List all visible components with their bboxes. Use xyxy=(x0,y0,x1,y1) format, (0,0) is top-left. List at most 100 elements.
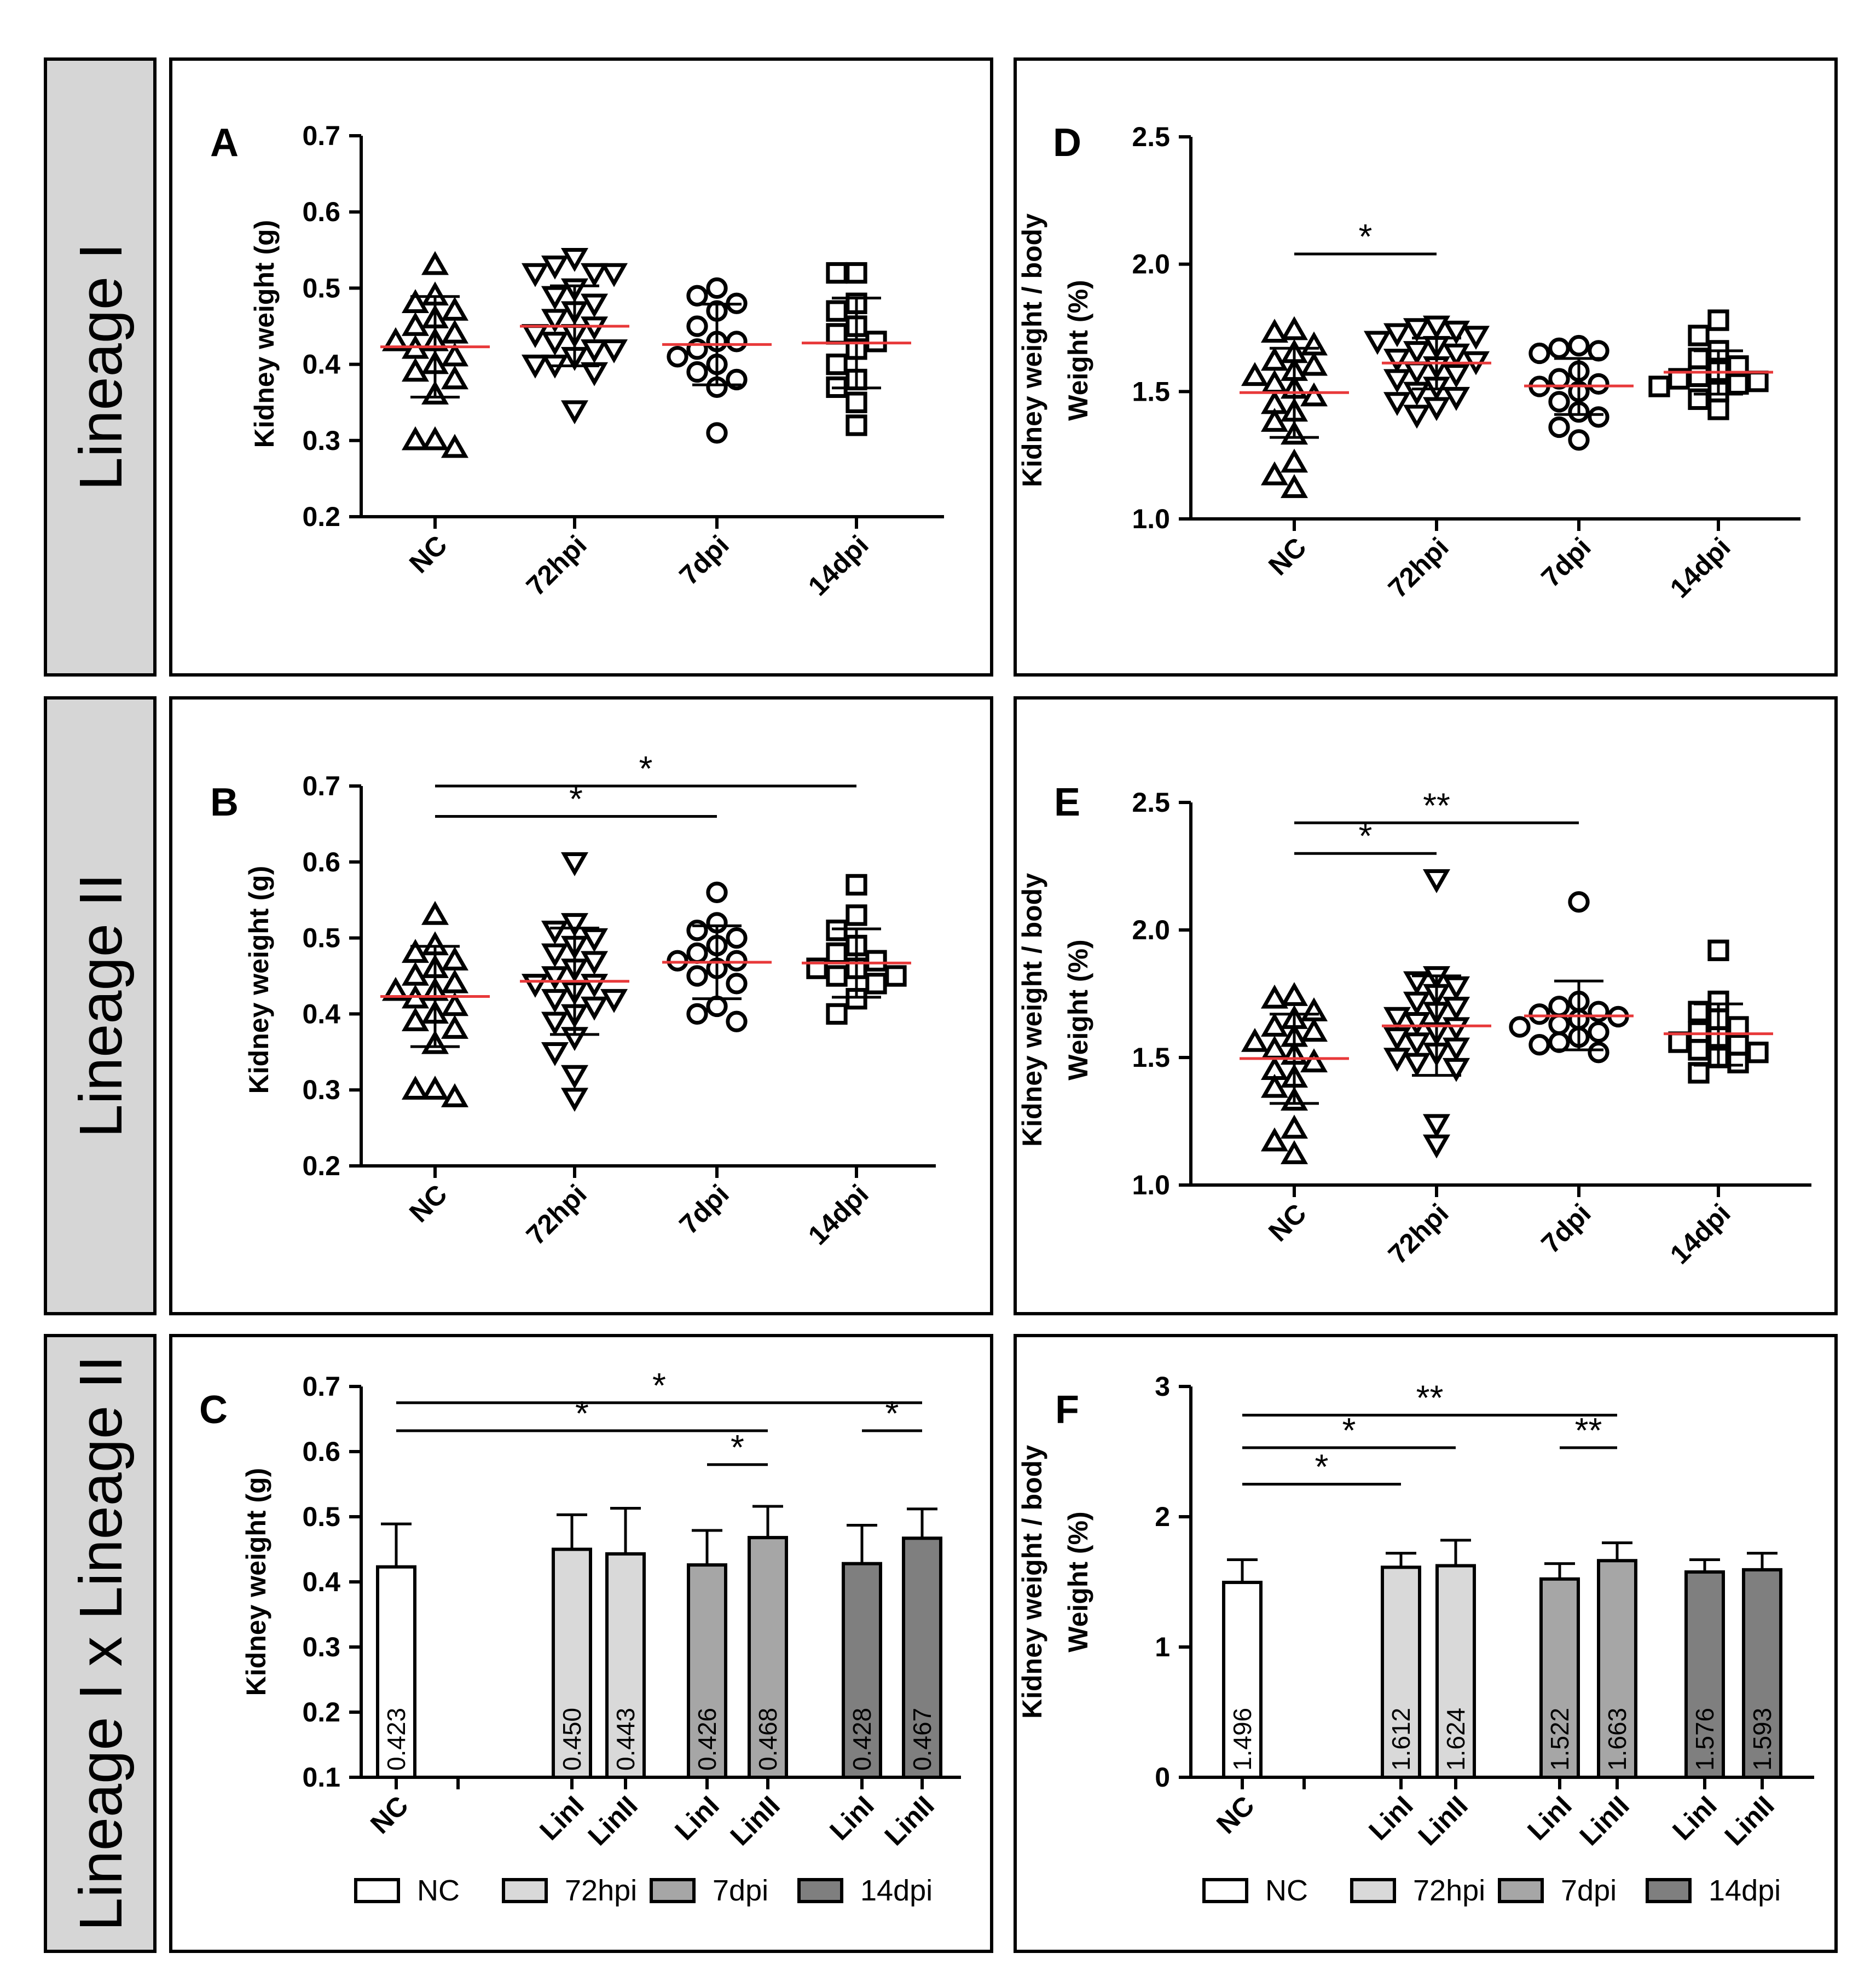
panel-b-point-7dpi xyxy=(706,995,728,1018)
panel-c-bar-14dpi xyxy=(842,1562,882,1779)
panel-c-bar-72hpi xyxy=(605,1552,646,1779)
panel-f-bar-value-label: 1.612 xyxy=(1387,1708,1415,1771)
panel-e-point-14dpi xyxy=(1727,1051,1749,1073)
panel-e-point-7dpi xyxy=(1548,996,1570,1018)
panel-c-legend-label: 7dpi xyxy=(713,1874,768,1907)
panel-d-point-nc xyxy=(1280,448,1308,473)
panel-e-point-14dpi xyxy=(1707,939,1729,961)
panel-c-ytick-label: 0.1 xyxy=(302,1762,340,1793)
panel-e-point-72hpi xyxy=(1442,976,1470,1001)
panel-d-point-72hpi xyxy=(1403,341,1431,365)
panel-d-point-72hpi xyxy=(1422,397,1451,421)
panel-b-xtick-label: 72hpi xyxy=(520,1178,593,1251)
panel-d-ytick-label: 2.5 xyxy=(1132,122,1170,152)
panel-b-point-7dpi xyxy=(667,950,688,972)
panel-e-point-14dpi xyxy=(1688,1062,1710,1084)
panel-e-point-14dpi xyxy=(1688,1001,1710,1022)
panel-b-point-14dpi xyxy=(826,942,848,964)
panel-c-bar-nc xyxy=(376,1565,416,1779)
panel-d-point-72hpi xyxy=(1442,343,1470,368)
panel-e-point-14dpi xyxy=(1727,1034,1749,1056)
panel-f-sig-label: * xyxy=(1342,1411,1356,1450)
panel-a-xtick-label: 14dpi xyxy=(802,529,875,602)
panel-a-point-72hpi xyxy=(580,293,609,318)
panel-f-frame xyxy=(1014,1334,1838,1953)
panel-d-xtick-label: 14dpi xyxy=(1664,531,1736,604)
panel-b-point-nc xyxy=(401,1007,430,1032)
panel-e-point-nc xyxy=(1260,1127,1289,1152)
panel-d-point-72hpi xyxy=(1442,320,1470,345)
panel-e-point-72hpi xyxy=(1403,1012,1431,1036)
panel-f-bar-7dpi xyxy=(1539,1577,1580,1779)
panel-d-point-7dpi xyxy=(1588,406,1609,428)
panel-d-point-14dpi xyxy=(1747,371,1769,392)
panel-b-xtick-label: 14dpi xyxy=(802,1178,875,1251)
panel-c-xtick-label: LinII xyxy=(725,1790,786,1851)
panel-e-point-nc xyxy=(1280,1140,1308,1164)
panel-b-frame xyxy=(169,696,993,1315)
panel-c-bar-value-label: 0.428 xyxy=(848,1708,876,1771)
panel-b-ytick-label: 0.7 xyxy=(302,771,340,801)
panel-d-point-nc xyxy=(1241,362,1269,386)
panel-a-point-14dpi xyxy=(846,414,867,436)
panel-e-point-nc xyxy=(1300,1048,1328,1073)
panel-c-ytick-label: 0.3 xyxy=(302,1632,340,1662)
panel-e-point-72hpi xyxy=(1422,1134,1451,1159)
panel-f-ylabel-2: Weight (%) xyxy=(1063,1511,1093,1652)
panel-e-point-7dpi xyxy=(1588,1021,1609,1043)
panel-c-ytick-label: 0.4 xyxy=(302,1567,340,1597)
panel-f-xtick-label: LinII xyxy=(1719,1790,1780,1851)
panel-c-chart: C Kidney weight (g) 0.1 0.2 0.3 0.4 0.5 0.6 0.7 N… xyxy=(199,1366,961,1907)
panel-a-point-14dpi xyxy=(846,262,867,284)
panel-b-ytick-label: 0.3 xyxy=(302,1074,340,1105)
panel-b-point-nc xyxy=(401,1076,430,1100)
panel-e-point-7dpi xyxy=(1528,1003,1550,1025)
panel-a-point-nc xyxy=(401,426,430,450)
panel-f-sig-label: ** xyxy=(1575,1411,1602,1450)
panel-b-ytick-label: 0.6 xyxy=(302,847,340,877)
panel-d-chart: D Kidney weight / body Weight (%) 1.0 1.5 2.0… xyxy=(1017,121,1800,604)
panel-b-point-14dpi xyxy=(885,965,907,987)
panel-d-point-nc xyxy=(1300,351,1328,376)
panel-a-point-72hpi xyxy=(541,309,569,333)
panel-d-letter: D xyxy=(1053,121,1081,165)
panel-a-point-7dpi xyxy=(667,346,688,368)
panel-a-point-7dpi xyxy=(686,338,708,360)
panel-f-legend-label: 7dpi xyxy=(1561,1874,1617,1907)
panel-e-ytick-label: 2.0 xyxy=(1132,915,1170,945)
panel-e-point-14dpi xyxy=(1747,1042,1769,1064)
panel-f-ytick-label: 1 xyxy=(1155,1632,1170,1662)
panel-e-frame xyxy=(1014,696,1838,1315)
panel-e-point-nc xyxy=(1280,1114,1308,1139)
panel-a-point-14dpi xyxy=(826,323,848,345)
panel-d-point-nc xyxy=(1300,382,1328,407)
panel-d-point-nc xyxy=(1260,461,1289,486)
panel-f-ytick-label: 0 xyxy=(1155,1762,1170,1793)
panel-d-xtick-label: 7dpi xyxy=(1535,531,1596,593)
panel-a-point-nc xyxy=(421,426,449,450)
panel-d-point-7dpi xyxy=(1568,334,1590,357)
row-label-1-text: Lineage I xyxy=(67,243,135,491)
panel-d-ytick-label: 2.0 xyxy=(1132,249,1170,280)
panel-e-sig-label: ** xyxy=(1423,785,1450,825)
panel-e-ylabel-2: Weight (%) xyxy=(1063,939,1093,1080)
panel-a-point-72hpi xyxy=(521,263,549,287)
panel-a-point-7dpi xyxy=(706,277,728,299)
panel-a-point-72hpi xyxy=(541,332,569,356)
panel-f-legend-swatch-nc xyxy=(1202,1878,1248,1903)
panel-c-legend-swatch-72hpi xyxy=(502,1878,548,1903)
panel-a-point-7dpi xyxy=(686,285,708,307)
panel-f-xtick-label: LinII xyxy=(1412,1790,1474,1851)
panel-f-bar-14dpi xyxy=(1684,1570,1725,1779)
panel-b-point-14dpi xyxy=(826,1003,848,1025)
panel-a-ytick-label: 0.4 xyxy=(302,349,340,380)
panel-b-point-7dpi xyxy=(726,1010,748,1032)
panel-b-point-nc xyxy=(441,946,469,970)
panel-e-point-7dpi xyxy=(1568,891,1590,913)
panel-a-point-72hpi xyxy=(541,255,569,280)
panel-d-xtick-label: 72hpi xyxy=(1382,531,1455,604)
panel-e-point-nc xyxy=(1260,1073,1289,1098)
panel-b-point-7dpi xyxy=(686,965,708,987)
panel-c-bar-14dpi xyxy=(902,1536,942,1779)
panel-e-point-72hpi xyxy=(1442,1058,1470,1082)
